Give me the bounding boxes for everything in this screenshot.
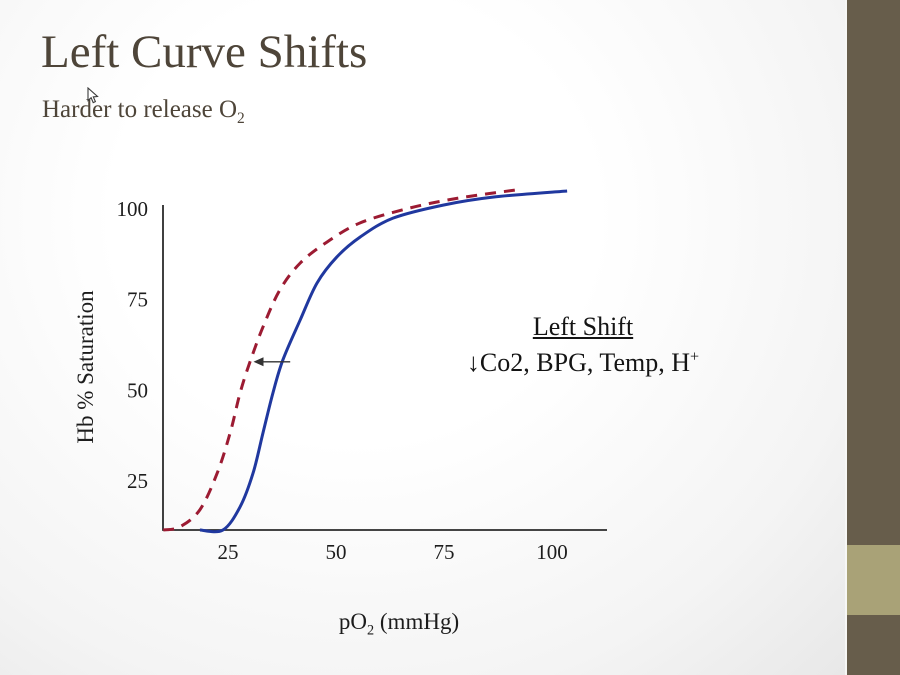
subtitle-text: Harder to release O — [42, 96, 238, 123]
slide-background: Left Curve Shifts Harder to release O2 2… — [0, 0, 845, 675]
annotation-factors: ↓Co2, BPG, Temp, H+ — [443, 348, 723, 378]
x-axis-label-text: pO — [338, 609, 368, 634]
x-axis-label: pO2 (mmHg) — [299, 609, 499, 640]
x-tick-label: 50 — [326, 540, 347, 564]
y-tick-label: 25 — [127, 469, 148, 493]
x-axis-label-subscript: 2 — [367, 622, 375, 639]
slide-title: Left Curve Shifts — [41, 26, 368, 78]
sidebar-accent-bar — [845, 0, 900, 675]
annotation-factors-text: ↓Co2, BPG, Temp, H — [466, 348, 690, 377]
y-tick-label: 50 — [127, 378, 148, 402]
x-tick-label: 25 — [218, 540, 239, 564]
annotation-superscript-plus: + — [689, 348, 700, 366]
slide-subtitle: Harder to release O2 — [42, 96, 245, 128]
subtitle-subscript: 2 — [237, 110, 245, 127]
x-tick-label: 100 — [536, 540, 568, 564]
sidebar-accent-square — [847, 545, 900, 615]
annotation-heading: Left Shift — [532, 312, 634, 341]
left-shift-arrow-head — [253, 357, 264, 367]
x-tick-label: 75 — [434, 540, 455, 564]
mouse-cursor-icon — [87, 87, 99, 104]
y-tick-label: 100 — [117, 197, 149, 221]
x-axis-label-suffix: (mmHg) — [374, 609, 460, 634]
y-axis-label: Hb % Saturation — [73, 290, 98, 444]
y-tick-label: 75 — [127, 288, 148, 312]
